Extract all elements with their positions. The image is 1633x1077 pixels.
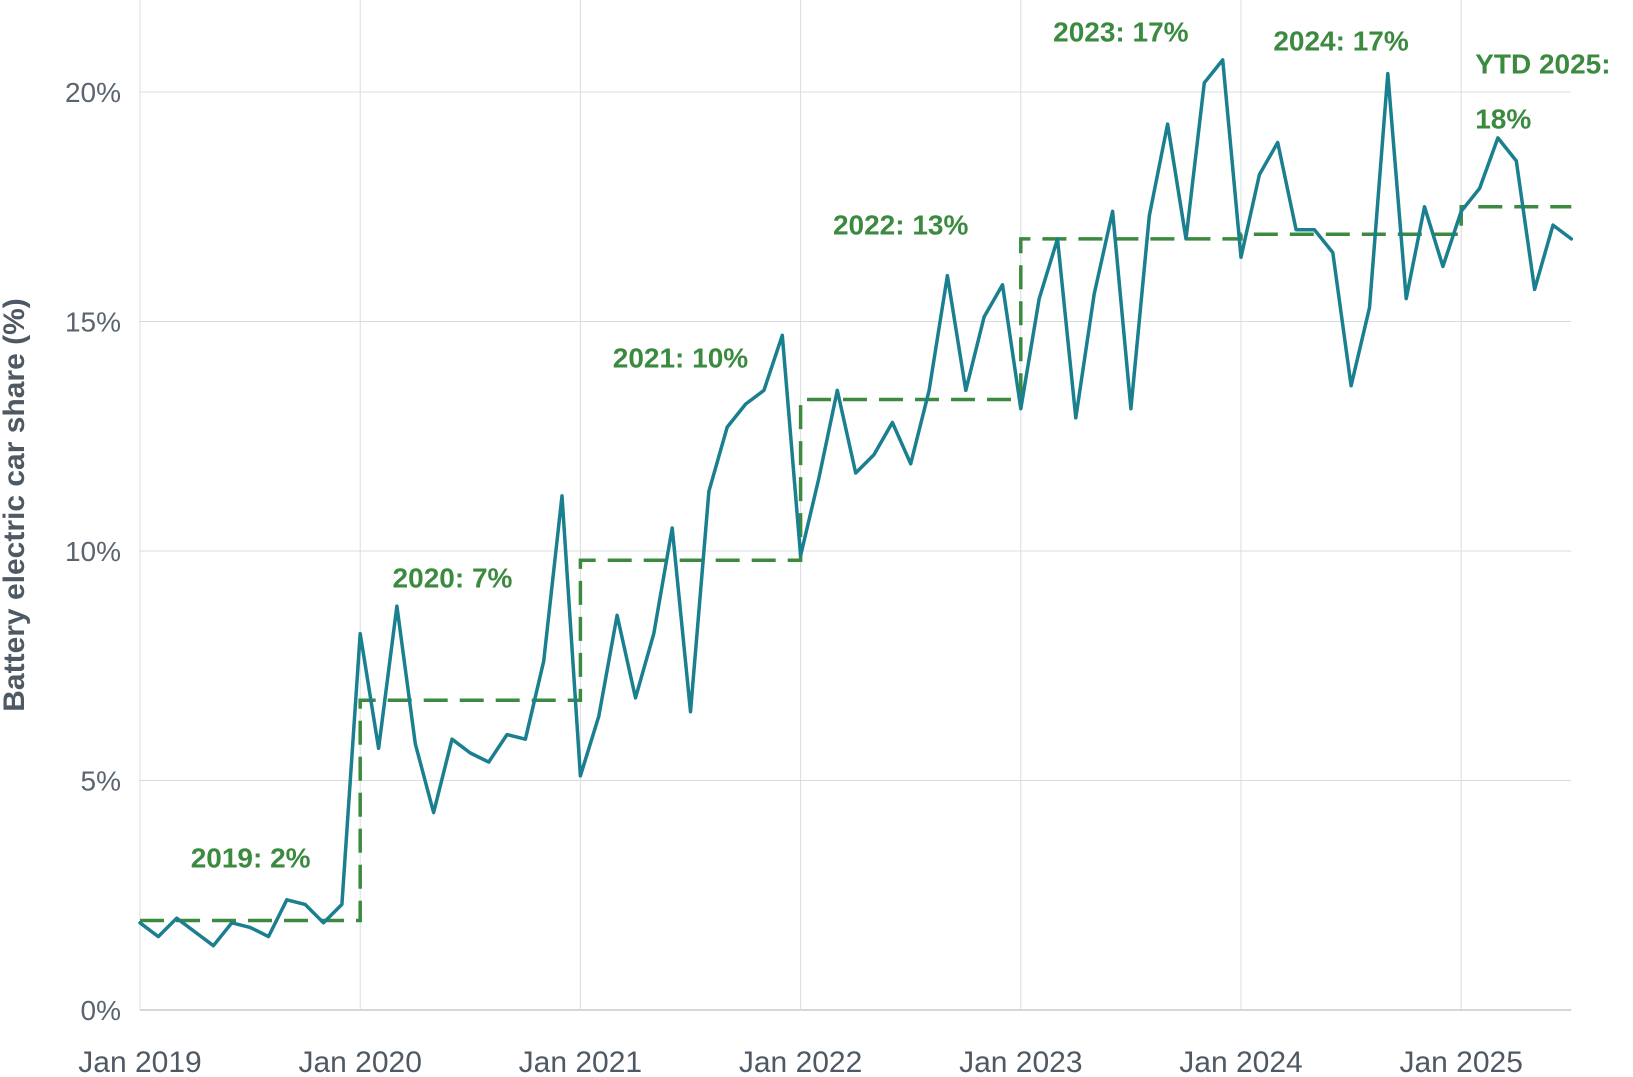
x-tick-label: Jan 2023: [959, 1046, 1082, 1077]
x-tick-label: Jan 2024: [1179, 1046, 1302, 1077]
y-tick-label: 10%: [65, 536, 121, 567]
x-tick-label: Jan 2022: [739, 1046, 862, 1077]
monthly-share-line: [138, 58, 1574, 948]
gridlines: [139, 0, 1572, 1011]
y-tick-label: 0%: [81, 995, 121, 1026]
monthly-share-line-group: [138, 58, 1574, 948]
x-tick-label: Jan 2025: [1399, 1046, 1522, 1077]
annual-average-label: 2024: 17%: [1273, 26, 1409, 57]
annual-average-label: 2023: 17%: [1053, 17, 1189, 48]
annual-average-label: 18%: [1475, 104, 1531, 135]
annual-average-label: 2022: 13%: [833, 209, 969, 240]
annual-average-steps: [140, 205, 1572, 923]
x-tick-label: Jan 2021: [519, 1046, 642, 1077]
y-tick-label: 15%: [65, 307, 121, 338]
annual-annotations: 2019: 2% 2020: 7% 2021: 10% 2022: 13% 2023: …: [191, 17, 1611, 874]
annual-average-step-line: [140, 205, 1572, 923]
x-axis-tick-labels: Jan 2019 Jan 2020 Jan 2021 Jan 2022 Jan 2023…: [78, 1046, 1523, 1077]
annual-average-label: 2019: 2%: [191, 843, 311, 874]
x-tick-label: Jan 2020: [298, 1046, 421, 1077]
y-tick-label: 5%: [81, 766, 121, 797]
y-tick-label: 20%: [65, 77, 121, 108]
annual-average-label: YTD 2025:: [1475, 49, 1610, 80]
y-axis-tick-labels: 0% 5% 10% 15% 20%: [65, 77, 121, 1026]
x-tick-label: Jan 2019: [78, 1046, 201, 1077]
annual-average-label: 2021: 10%: [613, 342, 749, 373]
annual-average-label: 2020: 7%: [393, 563, 513, 594]
y-axis-title: Battery electric car share (%): [0, 298, 31, 712]
